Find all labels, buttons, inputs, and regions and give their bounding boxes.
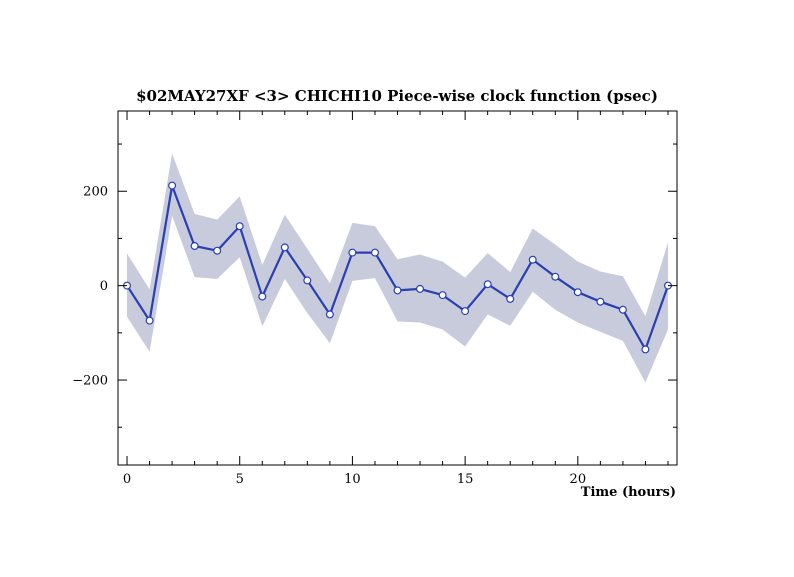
uncertainty-band <box>127 153 668 383</box>
axes: 0 5 10 15 20 −200 0 200 <box>72 110 678 487</box>
data-point <box>641 345 650 354</box>
x-axis-label: Time (hours) <box>581 485 676 500</box>
data-point <box>596 297 605 306</box>
data-point <box>213 246 222 255</box>
data-point <box>145 316 154 325</box>
plot-area <box>122 153 672 383</box>
y-tick-label: −200 <box>72 374 108 389</box>
data-point <box>168 181 177 190</box>
y-tick-label: 200 <box>83 185 108 200</box>
data-point <box>258 292 267 301</box>
data-point <box>438 291 447 300</box>
x-tick-label: 10 <box>344 472 361 487</box>
data-point <box>303 276 312 285</box>
data-point <box>190 242 199 251</box>
data-point <box>506 294 515 303</box>
x-tick-label: 5 <box>236 472 244 487</box>
data-point <box>348 248 357 257</box>
data-point <box>325 310 334 319</box>
data-point <box>371 248 380 257</box>
x-tick-label: 15 <box>457 472 474 487</box>
data-point <box>573 288 582 297</box>
data-point <box>618 305 627 314</box>
data-point <box>416 284 425 293</box>
y-tick-label: 0 <box>100 279 108 294</box>
data-point <box>393 286 402 295</box>
data-point <box>551 272 560 281</box>
data-point <box>483 280 492 289</box>
data-point <box>280 243 289 252</box>
chart-title: $02MAY27XF <3> CHICHI10 Piece-wise clock… <box>136 87 658 105</box>
data-point <box>235 222 244 231</box>
data-point <box>528 255 537 264</box>
x-tick-label: 20 <box>570 472 587 487</box>
data-point <box>461 307 470 316</box>
x-tick-label: 0 <box>123 472 131 487</box>
